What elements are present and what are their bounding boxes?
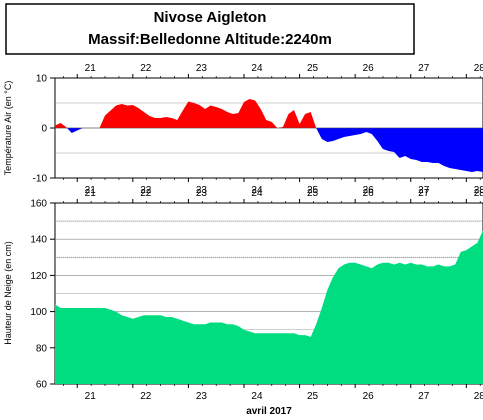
snow-y-tick-label: 60 bbox=[36, 380, 48, 391]
snow-y-tick-label: 160 bbox=[30, 199, 47, 210]
temp-x-tick-label-bottom: 23 bbox=[196, 185, 208, 196]
temp-x-tick-label-top: 25 bbox=[307, 63, 319, 74]
snow-panel: Hauteur de Neige (en cm) 160 140 120 100 80 6… bbox=[3, 188, 483, 417]
temp-x-tick-label-top: 28 bbox=[474, 63, 483, 74]
snow-x-tick-label-bottom: 21 bbox=[85, 391, 97, 402]
title-box bbox=[5, 3, 415, 55]
snow-x-tick-label-bottom: 23 bbox=[196, 391, 208, 402]
temp-x-tick-label-top: 22 bbox=[140, 63, 152, 74]
temp-x-tick-label-bottom: 26 bbox=[363, 185, 375, 196]
snow-x-tick-label-top: 26 bbox=[363, 188, 375, 199]
snow-x-tick-label-top: 27 bbox=[418, 188, 430, 199]
temp-x-tick-label-bottom: 22 bbox=[140, 185, 152, 196]
snow-y-tick-label: 140 bbox=[30, 235, 47, 246]
temp-x-tick-label-top: 27 bbox=[418, 63, 430, 74]
temp-y-tick-label: 0 bbox=[41, 124, 47, 135]
chart-title: Nivose Aigleton bbox=[154, 9, 267, 26]
snow-x-tick-label-top: 24 bbox=[251, 188, 263, 199]
temp-x-tick-label-bottom: 24 bbox=[251, 185, 263, 196]
snow-x-tick-label-top: 21 bbox=[85, 188, 97, 199]
temp-x-tick-label-bottom: 25 bbox=[307, 185, 319, 196]
snow-y-tick-label: 120 bbox=[30, 271, 47, 282]
snow-x-tick-label-bottom: 28 bbox=[474, 391, 483, 402]
snow-y-tick-label: 80 bbox=[36, 343, 48, 354]
snow-x-tick-label-top: 25 bbox=[307, 188, 319, 199]
chart-subtitle: Massif:Belledonne Altitude:2240m bbox=[88, 31, 332, 48]
snow-x-tick-label-top: 28 bbox=[474, 188, 483, 199]
temp-x-tick-label-bottom: 21 bbox=[85, 185, 97, 196]
temperature-y-axis-label: Température Air (en °C) bbox=[3, 81, 13, 176]
temp-x-tick-label-bottom: 27 bbox=[418, 185, 430, 196]
snow-x-tick-label-bottom: 24 bbox=[251, 391, 263, 402]
temperature-positive-area bbox=[55, 99, 483, 128]
snow-x-tick-label-bottom: 27 bbox=[418, 391, 430, 402]
temperature-panel: Température Air (en °C) 10 0 -10 21 21 22 22 23… bbox=[3, 63, 483, 196]
snow-x-tick-label-top: 23 bbox=[196, 188, 208, 199]
temp-x-tick-label-top: 24 bbox=[251, 63, 263, 74]
snow-x-tick-label-bottom: 26 bbox=[363, 391, 375, 402]
x-axis-label: avril 2017 bbox=[246, 406, 292, 417]
temp-x-tick-label-top: 26 bbox=[363, 63, 375, 74]
temp-y-tick-label: -10 bbox=[33, 174, 48, 185]
snow-x-tick-label-top: 22 bbox=[140, 188, 152, 199]
temperature-negative-area bbox=[55, 128, 483, 172]
temp-x-tick-label-bottom: 28 bbox=[474, 185, 483, 196]
temp-x-tick-label-top: 23 bbox=[196, 63, 208, 74]
temp-x-tick-label-top: 21 bbox=[85, 63, 97, 74]
snow-y-tick-label: 100 bbox=[30, 307, 47, 318]
snow-depth-area bbox=[55, 230, 483, 384]
snow-x-tick-label-bottom: 22 bbox=[140, 391, 152, 402]
snow-x-tick-label-bottom: 25 bbox=[307, 391, 319, 402]
temp-y-tick-label: 10 bbox=[36, 74, 48, 85]
snow-y-axis-label: Hauteur de Neige (en cm) bbox=[3, 241, 13, 345]
